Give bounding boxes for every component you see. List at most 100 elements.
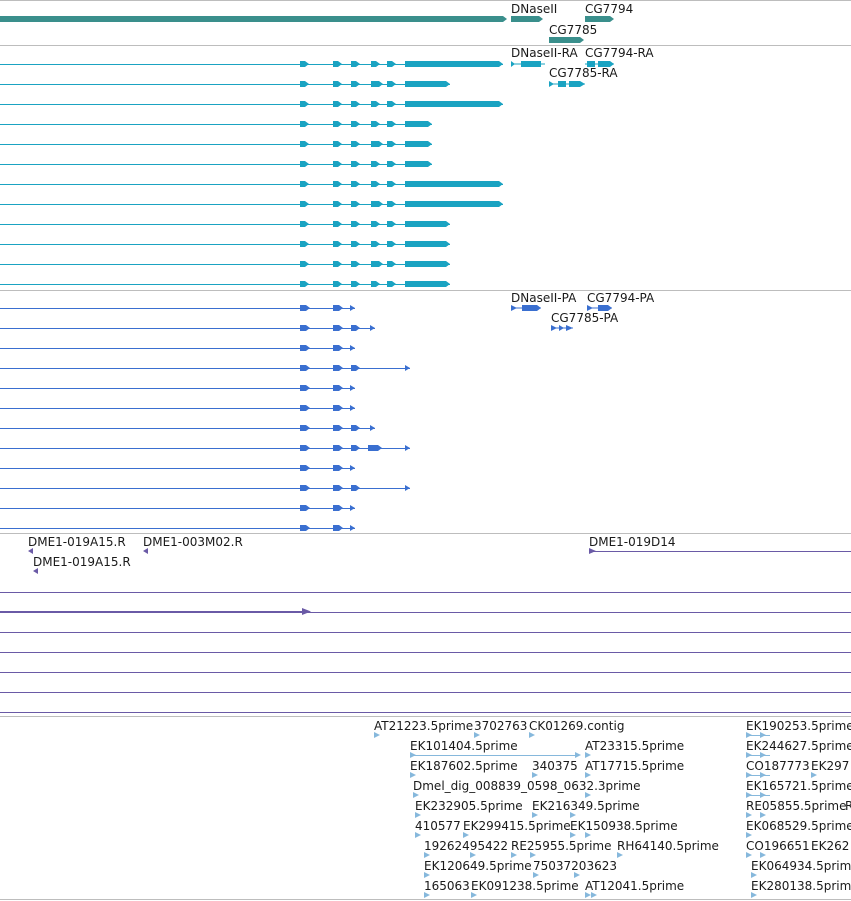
transcript-feature-dnaseii-ra[interactable]: [511, 61, 515, 67]
transcript-exon[interactable]: [387, 201, 396, 207]
est-feature[interactable]: [585, 792, 591, 798]
transcript-row[interactable]: [0, 281, 450, 287]
est-feature[interactable]: [415, 832, 421, 838]
transcript-exon[interactable]: [405, 181, 503, 187]
transcript-exon[interactable]: [405, 201, 503, 207]
est-feature[interactable]: [424, 872, 430, 878]
protein-exon[interactable]: [351, 445, 360, 451]
transcript-feature-cg7785-ra[interactable]: [549, 81, 554, 87]
est-feature[interactable]: [570, 812, 576, 818]
transcript-exon[interactable]: [351, 241, 360, 247]
transcript-row[interactable]: [0, 101, 503, 107]
transcript-exon[interactable]: [405, 261, 450, 267]
est-feature[interactable]: [591, 892, 597, 898]
protein-exon[interactable]: [300, 485, 310, 491]
transcript-exon[interactable]: [333, 161, 342, 167]
est-feature[interactable]: [415, 812, 421, 818]
transcript-exon[interactable]: [405, 61, 503, 67]
protein-row[interactable]: [0, 325, 375, 331]
transcript-row[interactable]: [0, 161, 432, 167]
clone-row[interactable]: [0, 608, 311, 615]
protein-exon[interactable]: [333, 385, 343, 391]
transcript-exon[interactable]: [371, 241, 380, 247]
transcript-exon[interactable]: [371, 141, 383, 147]
est-feature[interactable]: [470, 852, 476, 858]
transcript-exon[interactable]: [300, 281, 309, 287]
protein-exon[interactable]: [333, 345, 343, 351]
protein-exon[interactable]: [351, 365, 360, 371]
transcript-exon[interactable]: [371, 61, 380, 67]
est-feature[interactable]: [530, 852, 536, 858]
protein-row[interactable]: [0, 305, 355, 311]
est-feature[interactable]: [474, 732, 480, 738]
transcript-exon[interactable]: [300, 81, 309, 87]
transcript-exon[interactable]: [351, 201, 360, 207]
transcript-exon[interactable]: [333, 121, 342, 127]
protein-exon[interactable]: [300, 365, 310, 371]
transcript-exon[interactable]: [371, 201, 383, 207]
protein-exon[interactable]: [333, 425, 343, 431]
transcript-exon[interactable]: [387, 141, 396, 147]
transcript-exon[interactable]: [371, 221, 380, 227]
transcript-exon[interactable]: [351, 181, 360, 187]
est-feature[interactable]: [585, 752, 591, 758]
transcript-row[interactable]: [0, 121, 432, 127]
transcript-exon[interactable]: [300, 261, 309, 267]
protein-exon[interactable]: [300, 525, 310, 531]
transcript-exon[interactable]: [333, 261, 342, 267]
transcript-row[interactable]: [0, 81, 450, 87]
transcript-exon[interactable]: [333, 141, 342, 147]
est-feature[interactable]: [471, 892, 477, 898]
protein-exon[interactable]: [351, 425, 360, 431]
transcript-exon[interactable]: [351, 121, 360, 127]
protein-exon[interactable]: [300, 405, 310, 411]
est-feature[interactable]: [746, 812, 752, 818]
transcript-exon[interactable]: [387, 181, 396, 187]
transcript-exon[interactable]: [387, 261, 396, 267]
est-feature[interactable]: [751, 872, 757, 878]
transcript-exon[interactable]: [300, 61, 309, 67]
transcript-exon[interactable]: [405, 121, 432, 127]
protein-exon[interactable]: [300, 385, 310, 391]
transcript-exon[interactable]: [371, 121, 380, 127]
est-feature[interactable]: [570, 832, 576, 838]
transcript-exon[interactable]: [300, 141, 309, 147]
protein-exon[interactable]: [300, 345, 310, 351]
est-feature[interactable]: [511, 852, 517, 858]
transcript-exon[interactable]: [405, 281, 450, 287]
transcript-exon[interactable]: [387, 281, 396, 287]
est-feature[interactable]: [585, 832, 591, 838]
protein-exon[interactable]: [300, 465, 310, 471]
protein-exon[interactable]: [333, 465, 343, 471]
transcript-exon[interactable]: [333, 101, 342, 107]
est-feature[interactable]: [575, 752, 581, 758]
est-feature[interactable]: [585, 892, 591, 898]
protein-exon[interactable]: [333, 485, 343, 491]
transcript-exon[interactable]: [300, 101, 309, 107]
gene-feature[interactable]: [0, 16, 507, 22]
protein-feature-cg7794-pa[interactable]: [587, 305, 593, 311]
transcript-exon[interactable]: [333, 61, 342, 67]
transcript-exon[interactable]: [300, 221, 309, 227]
protein-row[interactable]: [0, 425, 375, 431]
transcript-exon[interactable]: [333, 241, 342, 247]
transcript-row[interactable]: [0, 241, 450, 247]
transcript-exon[interactable]: [333, 221, 342, 227]
transcript-exon[interactable]: [351, 161, 360, 167]
transcript-exon[interactable]: [405, 241, 450, 247]
transcript-exon[interactable]: [300, 121, 309, 127]
protein-exon[interactable]: [333, 365, 343, 371]
est-feature[interactable]: [811, 772, 817, 778]
transcript-exon[interactable]: [405, 161, 432, 167]
clone-feature[interactable]: [143, 548, 148, 554]
transcript-exon[interactable]: [300, 161, 309, 167]
est-feature[interactable]: [463, 832, 469, 838]
protein-exon[interactable]: [351, 485, 360, 491]
clone-feature[interactable]: [33, 568, 38, 574]
protein-row[interactable]: [0, 465, 355, 471]
protein-exon[interactable]: [333, 325, 343, 331]
transcript-exon[interactable]: [521, 61, 541, 67]
protein-row[interactable]: [0, 365, 410, 371]
transcript-exon[interactable]: [405, 101, 503, 107]
est-feature[interactable]: [374, 732, 380, 738]
